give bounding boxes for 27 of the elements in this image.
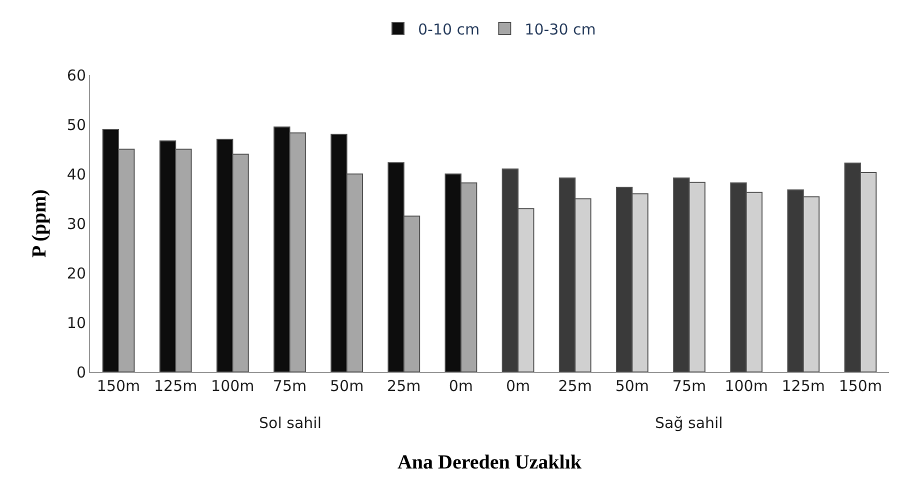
x-tick-label: 0m	[506, 377, 530, 395]
x-tick-label: 0m	[448, 377, 474, 395]
y-tick-label: 40	[66, 165, 86, 184]
x-tick-label: 25m	[387, 377, 421, 395]
x-tick-label: 50m	[330, 377, 364, 395]
x-tick-label: 150m	[96, 377, 140, 395]
text: Sol sahil	[259, 414, 322, 432]
x-tick-label: 50m	[615, 377, 650, 395]
y-tick-label: 50	[66, 116, 86, 134]
y-tick-label: 20	[66, 264, 86, 282]
x-tick-label: 150m	[838, 377, 882, 395]
legend-label: 0-10 cm	[418, 20, 480, 38]
y-tick-label: 10	[66, 314, 86, 332]
y-axis-title: P (ppm)	[28, 189, 50, 258]
x-tick-label: 125m	[782, 377, 826, 395]
x-tick-label: 125m	[154, 377, 198, 395]
x-tick-label: 100m	[211, 377, 254, 395]
legend-label: 10-30 cm	[524, 20, 596, 38]
x-tick-label: 25m	[558, 377, 592, 395]
x-tick-label: 75m	[272, 377, 307, 395]
x-tick-label: 100m	[724, 377, 768, 395]
y-tick-label: 60	[66, 66, 86, 84]
x-axis-title: Ana Dereden Uzaklık	[397, 452, 582, 474]
y-tick-label: 0	[76, 363, 86, 382]
x-tick-label: 75m	[672, 377, 706, 395]
y-tick-label: 30	[66, 214, 86, 233]
text: Sağ sahil	[655, 414, 723, 432]
